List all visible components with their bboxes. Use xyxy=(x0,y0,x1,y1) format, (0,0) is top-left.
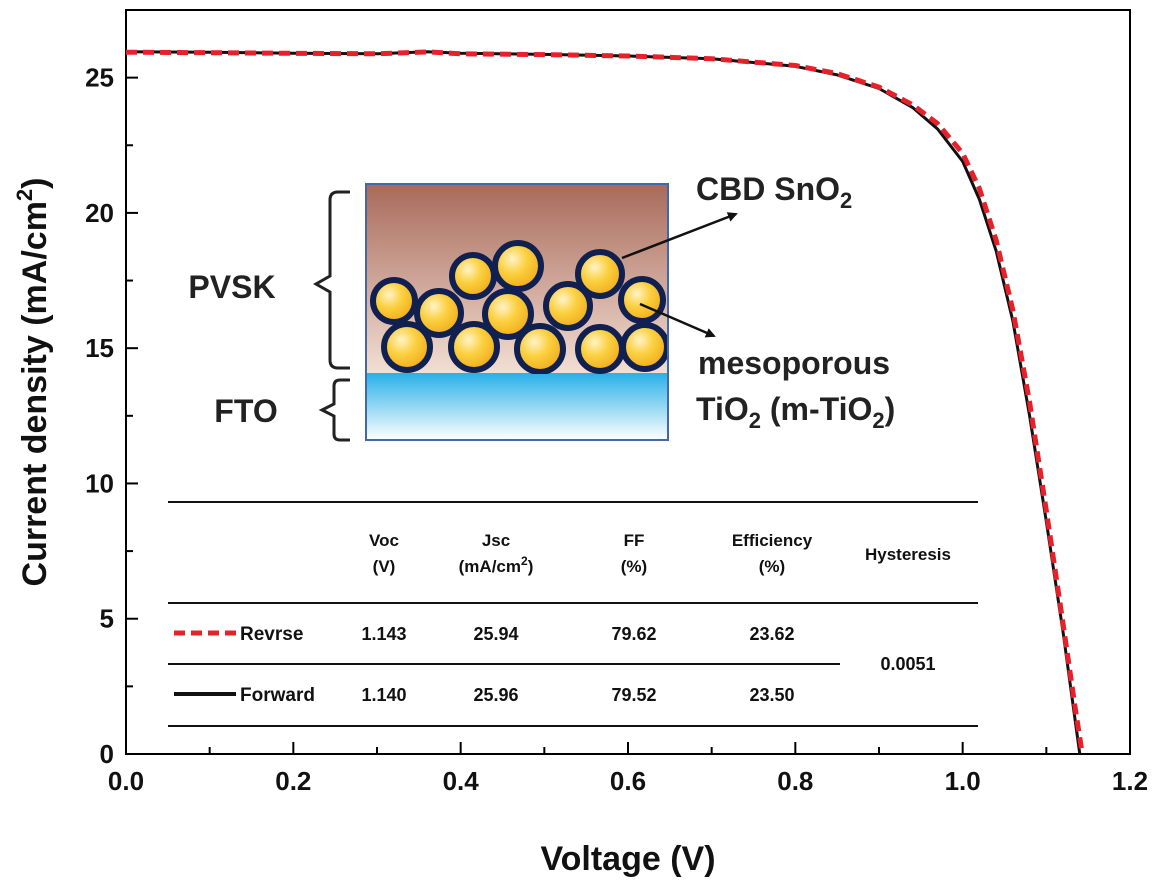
legend-label-forward: Forward xyxy=(240,685,315,706)
header-voc-unit: (V) xyxy=(373,557,396,576)
x-tick-label: 0.6 xyxy=(610,766,646,796)
x-tick-label: 0.2 xyxy=(275,766,311,796)
tio2-particles xyxy=(370,240,668,374)
tio2-particle xyxy=(575,249,625,299)
cell-reverse-jsc: 25.94 xyxy=(473,624,518,644)
pvsk-brace xyxy=(312,190,350,370)
header-hysteresis: Hysteresis xyxy=(865,545,951,564)
tio2-particle xyxy=(543,281,593,331)
x-tick-label: 0.0 xyxy=(108,766,144,796)
tio2-particle xyxy=(414,288,464,338)
cell-forward-ff: 79.52 xyxy=(611,685,656,705)
x-tick-label: 1.0 xyxy=(945,766,981,796)
tio2-particle xyxy=(620,322,668,372)
cell-forward-efficiency: 23.50 xyxy=(749,685,794,705)
tio2-particle xyxy=(492,240,544,292)
tio2-particle xyxy=(370,277,418,325)
header-efficiency: Efficiency xyxy=(732,531,813,550)
pvsk-label: PVSK xyxy=(188,269,275,305)
header-jsc-unit: (mA/cm2) xyxy=(459,554,534,576)
x-axis-ticks: 0.0 0.2 0.4 0.6 0.8 1.0 1.2 xyxy=(108,742,1148,796)
y-tick-label: 20 xyxy=(85,198,114,228)
header-jsc: Jsc xyxy=(482,531,510,550)
header-efficiency-unit: (%) xyxy=(759,557,785,576)
cell-hysteresis: 0.0051 xyxy=(880,654,935,674)
cell-forward-jsc: 25.96 xyxy=(473,685,518,705)
y-tick-label: 25 xyxy=(85,63,114,93)
y-tick-label: 10 xyxy=(85,468,114,498)
tio2-particle xyxy=(482,288,534,340)
fto-brace xyxy=(318,378,350,442)
legend-label-reverse: Revrse xyxy=(240,624,303,645)
header-ff-unit: (%) xyxy=(621,557,647,576)
fto-layer xyxy=(366,373,668,440)
header-ff: FF xyxy=(624,531,645,550)
tio2-particle xyxy=(514,323,566,374)
cell-forward-voc: 1.140 xyxy=(361,685,406,705)
cbd-sno2-label: CBD SnO2 xyxy=(696,171,852,213)
tio2-particle xyxy=(448,321,500,373)
y-axis-ticks: 0 5 10 15 20 25 xyxy=(85,63,138,769)
performance-table: Voc (V) Jsc (mA/cm2) FF (%) Efficiency (… xyxy=(168,501,978,727)
tio2-particle xyxy=(618,276,666,324)
series-layer xyxy=(125,49,1085,755)
mesoporous-label: mesoporous xyxy=(698,345,890,381)
cell-reverse-efficiency: 23.62 xyxy=(749,624,794,644)
tio2-arrow xyxy=(639,302,716,338)
device-diagram: PVSK FTO CBD SnO2 mesoporous TiO2 (m-TiO… xyxy=(188,171,895,442)
x-axis-title: Voltage (V) xyxy=(540,840,715,878)
sno2-arrow xyxy=(621,212,738,260)
x-tick-label: 0.4 xyxy=(443,766,480,796)
x-tick-label: 1.2 xyxy=(1112,766,1148,796)
tio2-particle xyxy=(575,324,625,374)
tio2-particle xyxy=(381,321,433,373)
fto-label: FTO xyxy=(214,393,277,429)
tio2-particle xyxy=(449,252,497,300)
x-tick-label: 0.8 xyxy=(777,766,813,796)
y-tick-label: 5 xyxy=(100,604,114,634)
cell-reverse-ff: 79.62 xyxy=(611,624,656,644)
y-tick-label: 0 xyxy=(100,739,114,769)
header-voc: Voc xyxy=(369,531,399,550)
series-line-revrse xyxy=(125,49,1085,755)
m-tio2-label: TiO2 (m-TiO2) xyxy=(696,391,895,433)
cell-reverse-voc: 1.143 xyxy=(361,624,406,644)
y-tick-label: 15 xyxy=(85,333,114,363)
y-axis-title: Current density (mA/cm2) xyxy=(12,178,54,587)
